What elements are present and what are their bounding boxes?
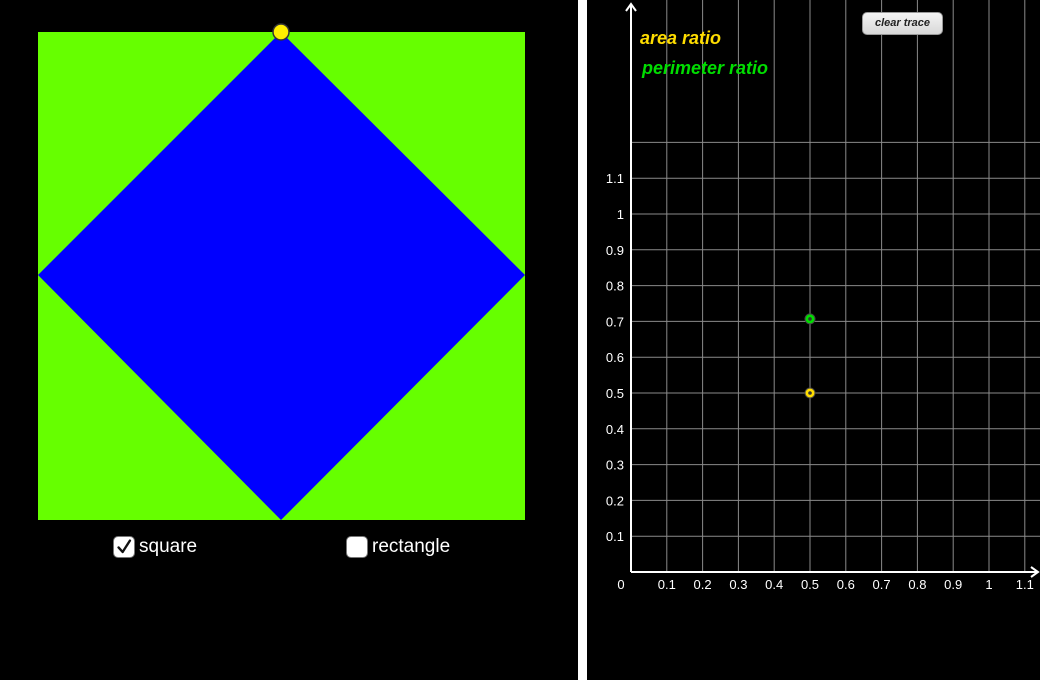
x-tick-label: 0.3 bbox=[729, 577, 747, 592]
legend-perimeter-ratio: perimeter ratio bbox=[642, 58, 769, 78]
graph-panel: 0 0.1 0.2 0.3 0.4 0.5 0.6 0.7 0.8 0.9 1 1.1 0.1 0.2 0… bbox=[587, 0, 1040, 680]
x-tick-label: 0.4 bbox=[765, 577, 783, 592]
vertex-drag-handle[interactable] bbox=[272, 23, 290, 41]
area-ratio-point bbox=[804, 387, 816, 399]
panel-divider[interactable] bbox=[578, 0, 587, 680]
clear-trace-button[interactable]: clear trace bbox=[862, 12, 943, 35]
y-tick-label: 0.9 bbox=[606, 243, 624, 258]
perimeter-point-center bbox=[808, 317, 812, 321]
square-checkbox-label: square bbox=[139, 536, 198, 557]
perimeter-ratio-point bbox=[804, 313, 816, 325]
y-tick-label: 0.1 bbox=[606, 529, 624, 544]
area-point-center bbox=[808, 391, 812, 395]
x-tick-labels: 0 0.1 0.2 0.3 0.4 0.5 0.6 0.7 0.8 0.9 1 1.1 bbox=[617, 577, 1033, 592]
origin-label: 0 bbox=[617, 577, 624, 592]
y-tick-labels: 0.1 0.2 0.3 0.4 0.5 0.6 0.7 0.8 0.9 1 1.1 bbox=[606, 171, 624, 544]
data-points bbox=[804, 313, 816, 399]
x-tick-label: 0.5 bbox=[801, 577, 819, 592]
x-tick-label: 0.6 bbox=[837, 577, 855, 592]
rectangle-checkbox-box[interactable] bbox=[346, 536, 368, 558]
checkmark-icon bbox=[117, 539, 132, 554]
x-tick-label: 0.8 bbox=[908, 577, 926, 592]
x-tick-label: 0.2 bbox=[694, 577, 712, 592]
geometry-panel: square rectangle bbox=[38, 23, 525, 558]
y-tick-label: 1.1 bbox=[606, 171, 624, 186]
y-tick-label: 0.8 bbox=[606, 279, 624, 294]
inscribed-square bbox=[38, 32, 525, 520]
x-tick-label: 1.1 bbox=[1016, 577, 1034, 592]
x-tick-label: 1 bbox=[985, 577, 992, 592]
square-checkbox-box[interactable] bbox=[113, 536, 135, 558]
y-tick-label: 0.7 bbox=[606, 314, 624, 329]
legend-area-ratio: area ratio bbox=[640, 28, 722, 48]
y-axis-arrow-icon bbox=[625, 2, 637, 12]
axes bbox=[625, 2, 1040, 578]
rectangle-checkbox-label: rectangle bbox=[372, 536, 451, 557]
y-tick-label: 0.3 bbox=[606, 458, 624, 473]
y-tick-label: 0.2 bbox=[606, 493, 624, 508]
y-tick-label: 1 bbox=[617, 207, 624, 222]
x-tick-label: 0.9 bbox=[944, 577, 962, 592]
grid-lines bbox=[631, 0, 1040, 572]
rectangle-checkbox[interactable]: rectangle bbox=[346, 536, 450, 558]
geometry-canvas bbox=[38, 23, 525, 520]
y-tick-label: 0.5 bbox=[606, 386, 624, 401]
x-axis-arrow-icon bbox=[1030, 566, 1040, 578]
x-tick-label: 0.7 bbox=[873, 577, 891, 592]
x-tick-label: 0.1 bbox=[658, 577, 676, 592]
y-tick-label: 0.6 bbox=[606, 350, 624, 365]
square-checkbox[interactable]: square bbox=[113, 536, 197, 558]
y-tick-label: 0.4 bbox=[606, 422, 624, 437]
graph-canvas[interactable]: 0 0.1 0.2 0.3 0.4 0.5 0.6 0.7 0.8 0.9 1 1.1 0.10.20… bbox=[587, 0, 1040, 680]
